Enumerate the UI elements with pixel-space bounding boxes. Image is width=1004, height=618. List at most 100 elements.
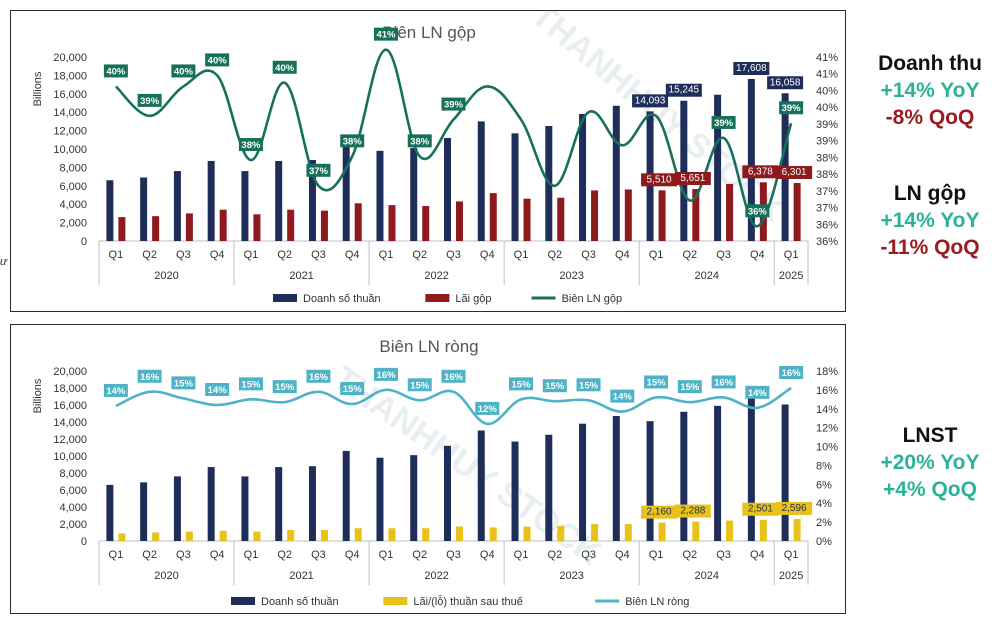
y2-tick-label: 14% bbox=[816, 404, 838, 416]
y-axis-label: Billions bbox=[32, 71, 44, 106]
x-tick-label: Q4 bbox=[345, 249, 360, 261]
x-tick-label: Q4 bbox=[210, 549, 225, 561]
y-tick-label: 20,000 bbox=[53, 52, 87, 64]
profit-bar bbox=[354, 528, 362, 541]
margin-label: 15% bbox=[512, 379, 532, 390]
legend-label: Biên LN ròng bbox=[625, 596, 689, 608]
margin-label: 16% bbox=[140, 372, 160, 383]
x-tick-label: Q3 bbox=[311, 249, 326, 261]
profit-bar bbox=[692, 521, 700, 541]
y-tick-label: 6,000 bbox=[59, 181, 87, 193]
bar-value-label-bg bbox=[641, 173, 678, 187]
margin-label: 41% bbox=[376, 30, 396, 41]
revenue-bar bbox=[714, 405, 722, 541]
margin-label-bg bbox=[475, 401, 500, 415]
revenue-bar bbox=[747, 79, 755, 241]
x-tick-label: Q1 bbox=[244, 249, 259, 261]
profit-bar bbox=[523, 526, 531, 541]
x-tick-label: Q4 bbox=[615, 549, 630, 561]
margin-label: 16% bbox=[376, 370, 396, 381]
revenue-bar bbox=[308, 466, 316, 541]
margin-label: 15% bbox=[275, 382, 295, 393]
x-tick-label: Q3 bbox=[311, 549, 326, 561]
y2-tick-label: 36% bbox=[816, 219, 838, 231]
x-tick-label: Q3 bbox=[446, 249, 461, 261]
revenue-bar bbox=[106, 180, 114, 241]
profit-bar bbox=[422, 206, 430, 241]
margin-label-bg bbox=[340, 382, 365, 396]
margin-label-bg bbox=[677, 380, 702, 394]
x-tick-label: Q1 bbox=[649, 249, 664, 261]
margin-label: 16% bbox=[782, 368, 802, 379]
chart-title: Biên LN gộp bbox=[382, 23, 476, 42]
x-tick-label: Q4 bbox=[480, 249, 495, 261]
margin-label: 16% bbox=[444, 372, 464, 383]
legend-swatch bbox=[273, 294, 297, 302]
x-tick-label: Q1 bbox=[784, 249, 799, 261]
margin-label-bg bbox=[745, 385, 770, 399]
profit-bar bbox=[219, 530, 227, 541]
revenue-bar bbox=[342, 143, 350, 241]
profit-bar bbox=[152, 216, 160, 241]
bar-value-label: 5,651 bbox=[680, 173, 705, 184]
revenue-bar bbox=[207, 467, 215, 541]
revenue-bar bbox=[511, 441, 519, 541]
bar-value-label-bg bbox=[632, 94, 669, 108]
y2-tick-label: 38% bbox=[816, 169, 838, 181]
x-tick-label: Q1 bbox=[109, 549, 124, 561]
profit-bar bbox=[456, 526, 463, 541]
margin-label: 39% bbox=[140, 96, 160, 107]
margin-label: 38% bbox=[241, 140, 261, 151]
legend-label: Lãi/(lỗ) thuần sau thuế bbox=[413, 595, 522, 608]
profit-bar bbox=[726, 520, 734, 541]
y-tick-label: 12,000 bbox=[53, 126, 87, 138]
revenue-bar bbox=[241, 171, 249, 241]
revenue-bar bbox=[511, 133, 519, 241]
bar-value-label: 2,160 bbox=[647, 507, 672, 518]
margin-label-bg bbox=[644, 375, 669, 389]
margin-label: 16% bbox=[714, 377, 734, 388]
margin-label-bg bbox=[407, 378, 432, 392]
margin-label: 40% bbox=[106, 66, 126, 77]
profit-bar bbox=[726, 183, 734, 241]
margin-label: 14% bbox=[613, 392, 633, 403]
revenue-yoy: +14% YoY bbox=[880, 79, 980, 102]
bar-value-label: 2,596 bbox=[782, 503, 807, 514]
x-tick-label: Q1 bbox=[379, 549, 394, 561]
margin-label: 15% bbox=[410, 380, 430, 391]
profit-bar bbox=[658, 190, 666, 241]
x-tick-label: Q2 bbox=[682, 249, 697, 261]
y-tick-label: 14,000 bbox=[53, 417, 87, 429]
margin-label-bg bbox=[576, 378, 601, 392]
bar-value-label: 2,288 bbox=[680, 506, 705, 517]
profit-bar bbox=[388, 205, 396, 241]
profit-bar bbox=[118, 217, 126, 241]
y-tick-label: 4,000 bbox=[59, 199, 87, 211]
revenue-bar bbox=[241, 476, 249, 541]
x-tick-label: Q3 bbox=[716, 549, 731, 561]
profit-bar bbox=[152, 532, 160, 541]
profit-bar bbox=[388, 528, 396, 541]
x-tick-label: Q1 bbox=[514, 249, 529, 261]
margin-label-bg bbox=[779, 101, 804, 115]
year-label: 2025 bbox=[779, 270, 803, 282]
margin-label-bg bbox=[103, 64, 128, 78]
profit-bar bbox=[287, 529, 295, 541]
bar-value-label-bg bbox=[767, 76, 804, 90]
bar-value-label-bg bbox=[641, 505, 678, 519]
margin-label-bg bbox=[205, 383, 230, 396]
margin-label: 37% bbox=[309, 166, 329, 177]
profit-bar bbox=[489, 527, 497, 541]
revenue-bar bbox=[781, 404, 789, 541]
y-tick-label: 18,000 bbox=[53, 70, 87, 82]
margin-label-bg bbox=[272, 380, 297, 394]
revenue-bar bbox=[612, 105, 620, 241]
profit-bar bbox=[253, 531, 261, 541]
y2-tick-label: 0% bbox=[816, 536, 832, 548]
margin-label-bg bbox=[171, 376, 196, 390]
x-tick-label: Q4 bbox=[480, 549, 495, 561]
gross-profit-summary-title: LN gộp bbox=[893, 182, 967, 205]
y2-tick-label: 36% bbox=[816, 236, 838, 248]
y-tick-label: 8,000 bbox=[59, 162, 87, 174]
year-label: 2023 bbox=[559, 270, 583, 282]
